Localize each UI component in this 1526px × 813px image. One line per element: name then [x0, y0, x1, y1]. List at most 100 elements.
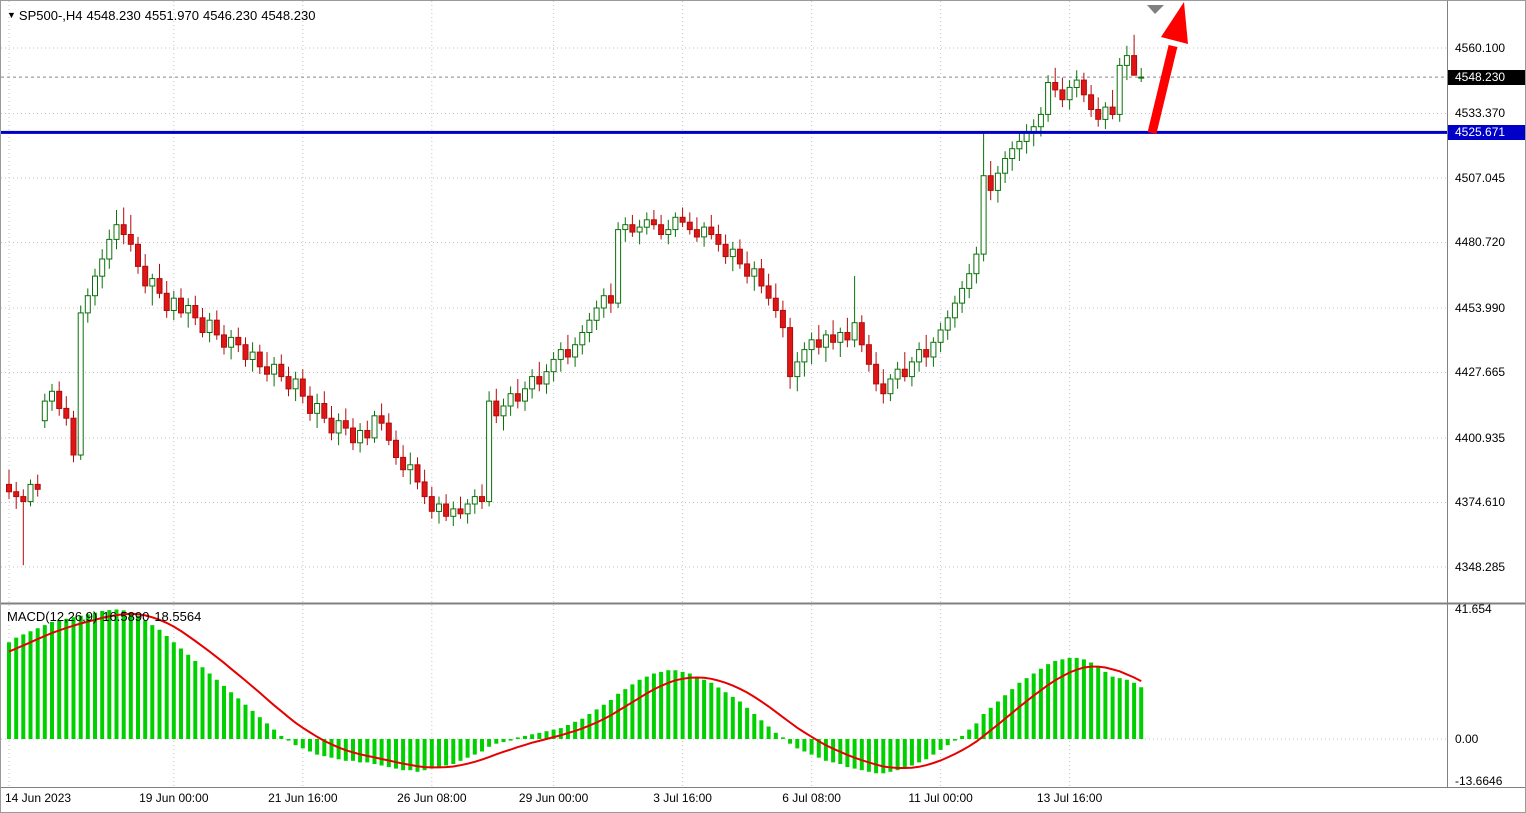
candle-body [142, 265, 149, 287]
candle-body [328, 417, 335, 434]
candle-body [586, 319, 593, 334]
candle-body [722, 243, 729, 258]
price-tick-label: 4374.610 [1455, 495, 1506, 509]
candle-body [1102, 106, 1109, 120]
time-tick-label: 19 Jun 00:00 [139, 791, 209, 805]
candle-body [1131, 55, 1138, 76]
candle-body [1009, 148, 1016, 159]
candle-body [278, 363, 285, 378]
candle-body [908, 361, 915, 378]
candle-body [321, 403, 328, 419]
candle-body [106, 238, 113, 260]
candle-body [70, 417, 77, 456]
candle-body [271, 363, 278, 375]
candle-body [693, 229, 700, 238]
candle-body [572, 344, 579, 358]
macd-signal-line [8, 612, 1142, 769]
time-axis[interactable]: 14 Jun 2023 19 Jun 00:00 21 Jun 16:00 26 Ju… [1, 788, 1525, 812]
candle-body [285, 376, 292, 390]
time-tick-label: 3 Jul 16:00 [653, 791, 712, 805]
candle-body [178, 297, 184, 314]
time-tick-label: 29 Jun 00:00 [518, 791, 589, 805]
candle-body [1073, 79, 1080, 88]
price-tick-label: 4400.935 [1455, 430, 1506, 445]
candle-body [579, 332, 586, 346]
macd-indicator-label: MACD(12,26,9) 16.5890 18.5564 [7, 609, 206, 624]
support-level-line[interactable] [1, 130, 1447, 134]
candle-body [127, 234, 134, 245]
candle-body [844, 332, 851, 341]
candle-body [1052, 82, 1059, 91]
candle-body [163, 292, 170, 311]
ohlc-high: 4551.970 [144, 8, 199, 23]
candle-body [615, 229, 622, 304]
symbol-info: ▼ SP500-,H4 4548.230 4551.970 4546.230 4548.2… [7, 8, 319, 23]
candle-body [99, 258, 106, 277]
level-price-label: 4525.671 [1448, 124, 1525, 140]
candle-body [314, 403, 321, 414]
symbol-period-label: SP500-,H4 [18, 8, 83, 23]
candle-body [1088, 94, 1095, 111]
candle-body [1116, 64, 1123, 115]
time-tick-label: 11 Jul 00:00 [908, 791, 973, 805]
candle-body [944, 317, 951, 331]
candle-body [235, 336, 242, 346]
candle-body [701, 226, 708, 238]
candle-body [923, 349, 930, 358]
candle-body [507, 393, 514, 407]
candle-body [371, 415, 378, 439]
candle-body [808, 339, 815, 351]
candle-body [564, 349, 571, 358]
candle-body [213, 319, 220, 336]
candle-body [350, 427, 356, 444]
price-tick-label: 4348.285 [1455, 559, 1506, 574]
candle-body [865, 344, 872, 365]
candle-body [41, 400, 48, 422]
candle-body [500, 405, 507, 417]
macd-histogram [7, 609, 1144, 774]
price-tick-label: 4533.370 [1455, 106, 1506, 120]
candle-body [600, 295, 607, 309]
grid-lines [1, 1, 1447, 787]
candle-body [13, 491, 20, 498]
candle-body [529, 376, 536, 390]
candle-body [120, 224, 127, 235]
triangle-marker-icon[interactable] [1147, 5, 1164, 14]
candle-body [342, 420, 349, 429]
candle-body [493, 400, 500, 417]
candle-body [729, 248, 736, 258]
candle-body [557, 349, 564, 360]
symbol-dropdown-icon: ▼ [7, 10, 16, 20]
bid-price-label: 4548.230 [1448, 69, 1525, 85]
candle-body [758, 268, 765, 287]
price-tick-label: 4453.990 [1455, 300, 1506, 315]
macd-main-value: 16.5890 [102, 609, 150, 624]
time-tick-label: 21 Jun 16:00 [268, 791, 338, 805]
macd-signal-value: 18.5564 [154, 609, 202, 624]
candle-body [1123, 55, 1130, 66]
price-tick-label: 4480.720 [1455, 235, 1506, 249]
candle-body [686, 221, 693, 231]
candle-body [916, 349, 923, 363]
candle-body [794, 361, 801, 378]
candle-body [436, 503, 442, 512]
candle-body [894, 368, 901, 380]
candle-body [622, 224, 629, 231]
candle-body [751, 268, 758, 277]
candle-body [658, 224, 665, 235]
candle-body [822, 334, 829, 348]
candle-body [837, 332, 844, 343]
candle-body [1045, 82, 1052, 115]
candle-body [27, 483, 34, 503]
candle-body [951, 302, 958, 319]
candle-body [593, 307, 600, 321]
candle-body [228, 336, 235, 348]
price-axis[interactable]: 4560.100 4548.230 4533.370 4525.671 4507.045… [1448, 1, 1525, 788]
candle-body [407, 464, 414, 471]
trend-arrow[interactable] [1147, 2, 1188, 135]
candle-body [966, 273, 973, 289]
candle-body [801, 349, 808, 363]
candle-body [1080, 79, 1087, 96]
candle-body [192, 305, 199, 319]
